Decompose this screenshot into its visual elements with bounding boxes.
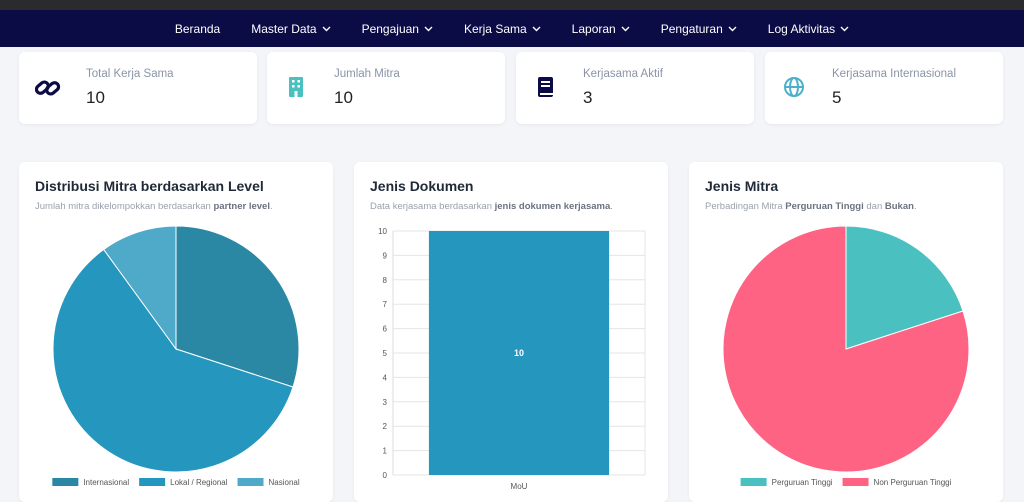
legend-label: Nasional [269,478,300,487]
stat-value: 10 [334,88,353,107]
stat-card: Jumlah Mitra 10 [267,52,505,124]
stat-value: 10 [86,88,105,107]
chevron-icon [424,26,433,31]
chevron [728,26,737,31]
link-icon [35,80,61,96]
chart-card: Jenis Dokumen Data kerjasama berdasarkan… [354,162,668,502]
y-tick-label: 5 [383,349,388,358]
nav-item[interactable]: Laporan [572,22,630,36]
chevron-icon [532,26,541,31]
nav-item[interactable]: Kerja Sama [464,22,541,36]
nav-item[interactable]: Log Aktivitas [768,22,849,36]
nav-label: Pengajuan [361,21,419,36]
stat-label: Jumlah Mitra [334,68,400,80]
chart-subtitle: Jumlah mitra dikelompokkan berdasarkan p… [35,201,273,212]
legend-swatch [842,478,869,486]
legend-swatch [52,478,79,486]
y-tick-label: 10 [378,227,387,236]
subtitle-part: Perbadingan Mitra [705,201,786,212]
pie-slice [52,248,294,473]
nav-item[interactable]: Pengaturan [661,22,737,36]
chevron [424,26,433,31]
chart-card: Distribusi Mitra berdasarkan Level Jumla… [19,162,333,502]
chevron-icon [728,26,737,31]
y-tick-label: 7 [383,300,388,309]
stat-value: 3 [583,88,593,107]
subtitle-part: partner level [213,201,270,212]
x-tick-label: MoU [511,482,528,491]
chart-title: Jenis Dokumen [370,178,474,194]
nav-label: Master Data [251,21,317,36]
chart-title: Jenis Mitra [705,178,779,194]
y-tick-label: 8 [383,276,388,285]
chart: Perguruan Tinggi Non Perguruan Tinggi [722,225,970,487]
data-label: 10 [514,348,524,358]
legend-label: Internasional [83,478,129,487]
y-tick-label: 6 [383,325,388,334]
chart: Internasional Lokal / Regional Nasional [52,225,300,487]
chart-title: Distribusi Mitra berdasarkan Level [35,178,264,194]
stat-card: Kerjasama Internasional 5 [765,52,1003,124]
subtitle-part: Perguruan Tinggi [785,201,864,212]
chevron [322,26,331,31]
legend-label: Non Perguruan Tinggi [874,478,952,487]
chart: 0 1 2 3 4 5 6 7 8 9 10 10 MoU [378,227,646,491]
y-tick-label: 1 [383,447,388,456]
globe-icon [784,77,804,97]
stat-value: 5 [832,88,842,107]
chevron [840,26,849,31]
pie-slice [175,225,300,388]
nav-label: Kerja Sama [463,21,527,36]
browser-bar [0,0,1024,10]
chevron-icon [322,26,331,31]
stat-label: Kerjasama Aktif [583,68,663,80]
legend-swatch [237,478,264,486]
legend-label: Lokal / Regional [170,478,228,487]
subtitle-part: Jumlah mitra dikelompokkan berdasarkan [35,201,214,212]
subtitle-part: Data kerjasama berdasarkan [370,201,495,212]
subtitle-part: dan [863,201,885,212]
subtitle-part: . [269,201,273,212]
legend: Perguruan Tinggi Non Perguruan Tinggi [740,478,952,487]
nav-label: Pengaturan [660,21,723,36]
y-tick-label: 3 [383,398,388,407]
chevron [532,26,541,31]
legend-label: Perguruan Tinggi [772,478,833,487]
chevron-icon [840,26,849,31]
pie-slice [103,225,177,351]
navbar: Beranda Master Data Pengajuan Kerja Sama Lap… [0,10,1024,47]
bar [428,231,610,475]
subtitle-part: . [610,201,613,212]
subtitle-part: . [913,201,917,212]
legend: Internasional Lokal / Regional Nasional [52,478,300,487]
pie-slice [722,225,970,473]
y-tick-label: 4 [383,373,388,382]
subtitle-part: jenis dokumen kerjasama [494,201,611,212]
nav-label: Beranda [174,21,221,36]
stat-label: Total Kerja Sama [86,68,174,80]
nav-label: Log Aktivitas [767,21,836,36]
building-icon [289,77,303,97]
pie-slice [845,225,964,350]
chevron-icon [621,26,630,31]
nav-item[interactable]: Beranda [175,22,220,36]
y-tick-label: 2 [383,422,388,431]
chart-subtitle: Data kerjasama berdasarkan jenis dokumen… [370,201,613,212]
book-icon [538,77,553,97]
stat-card: Total Kerja Sama 10 [19,52,257,124]
stat-label: Kerjasama Internasional [832,68,957,80]
nav-item[interactable]: Pengajuan [362,22,433,36]
nav-label: Laporan [571,21,616,36]
chart-subtitle: Perbadingan Mitra Perguruan Tinggi dan B… [705,201,917,212]
chart-card: Jenis Mitra Perbadingan Mitra Perguruan … [689,162,1003,502]
chevron [621,26,630,31]
legend-swatch [139,478,166,486]
y-tick-label: 9 [383,251,388,260]
nav-item[interactable]: Master Data [251,21,331,36]
y-tick-label: 0 [383,471,388,480]
subtitle-part: Bukan [884,201,914,212]
legend-swatch [740,478,767,486]
stat-card: Kerjasama Aktif 3 [516,52,754,124]
